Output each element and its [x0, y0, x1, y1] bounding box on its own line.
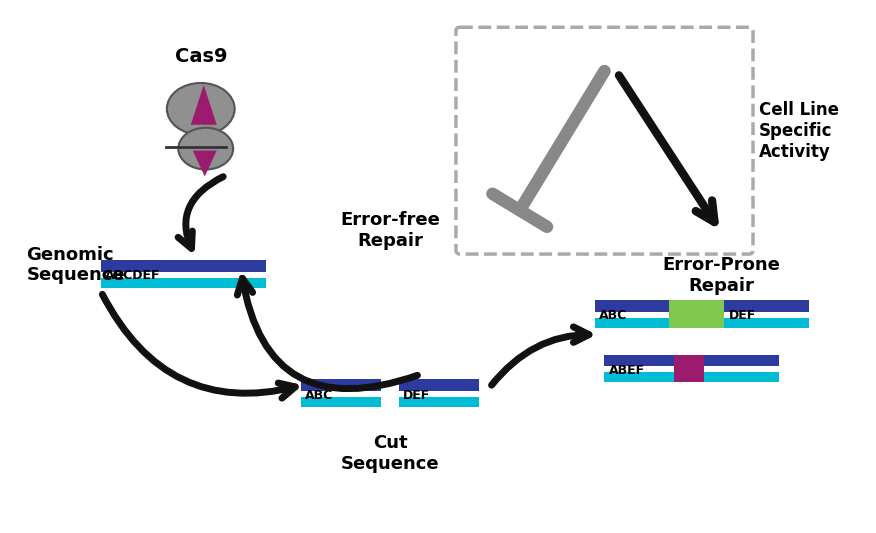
- Text: ABC: ABC: [306, 389, 334, 402]
- Bar: [595, 300, 809, 312]
- Text: ABEF: ABEF: [609, 364, 645, 377]
- Text: DEF: DEF: [729, 309, 756, 322]
- Text: ABC: ABC: [598, 309, 626, 322]
- Ellipse shape: [179, 128, 233, 169]
- Text: Cell Line
Specific
Activity: Cell Line Specific Activity: [759, 101, 839, 160]
- Bar: [604, 373, 779, 382]
- Text: ABCDEF: ABCDEF: [105, 270, 160, 282]
- Ellipse shape: [166, 83, 235, 135]
- Text: Error-free
Repair: Error-free Repair: [340, 211, 440, 249]
- Text: DEF: DEF: [403, 389, 430, 402]
- Bar: [399, 379, 479, 391]
- Text: Cut
Sequence: Cut Sequence: [341, 434, 440, 473]
- Bar: [399, 397, 479, 407]
- Bar: [604, 354, 779, 367]
- Polygon shape: [191, 85, 216, 125]
- Bar: [301, 397, 381, 407]
- Bar: [595, 318, 809, 328]
- Bar: [101, 278, 265, 288]
- Polygon shape: [193, 151, 216, 176]
- Bar: [669, 300, 724, 328]
- Bar: [101, 260, 265, 272]
- Text: Cas9: Cas9: [174, 47, 227, 66]
- Bar: [301, 379, 381, 391]
- Text: Error-Prone
Repair: Error-Prone Repair: [662, 256, 781, 295]
- Bar: [675, 354, 704, 382]
- Text: Genomic
Sequence: Genomic Sequence: [26, 246, 125, 285]
